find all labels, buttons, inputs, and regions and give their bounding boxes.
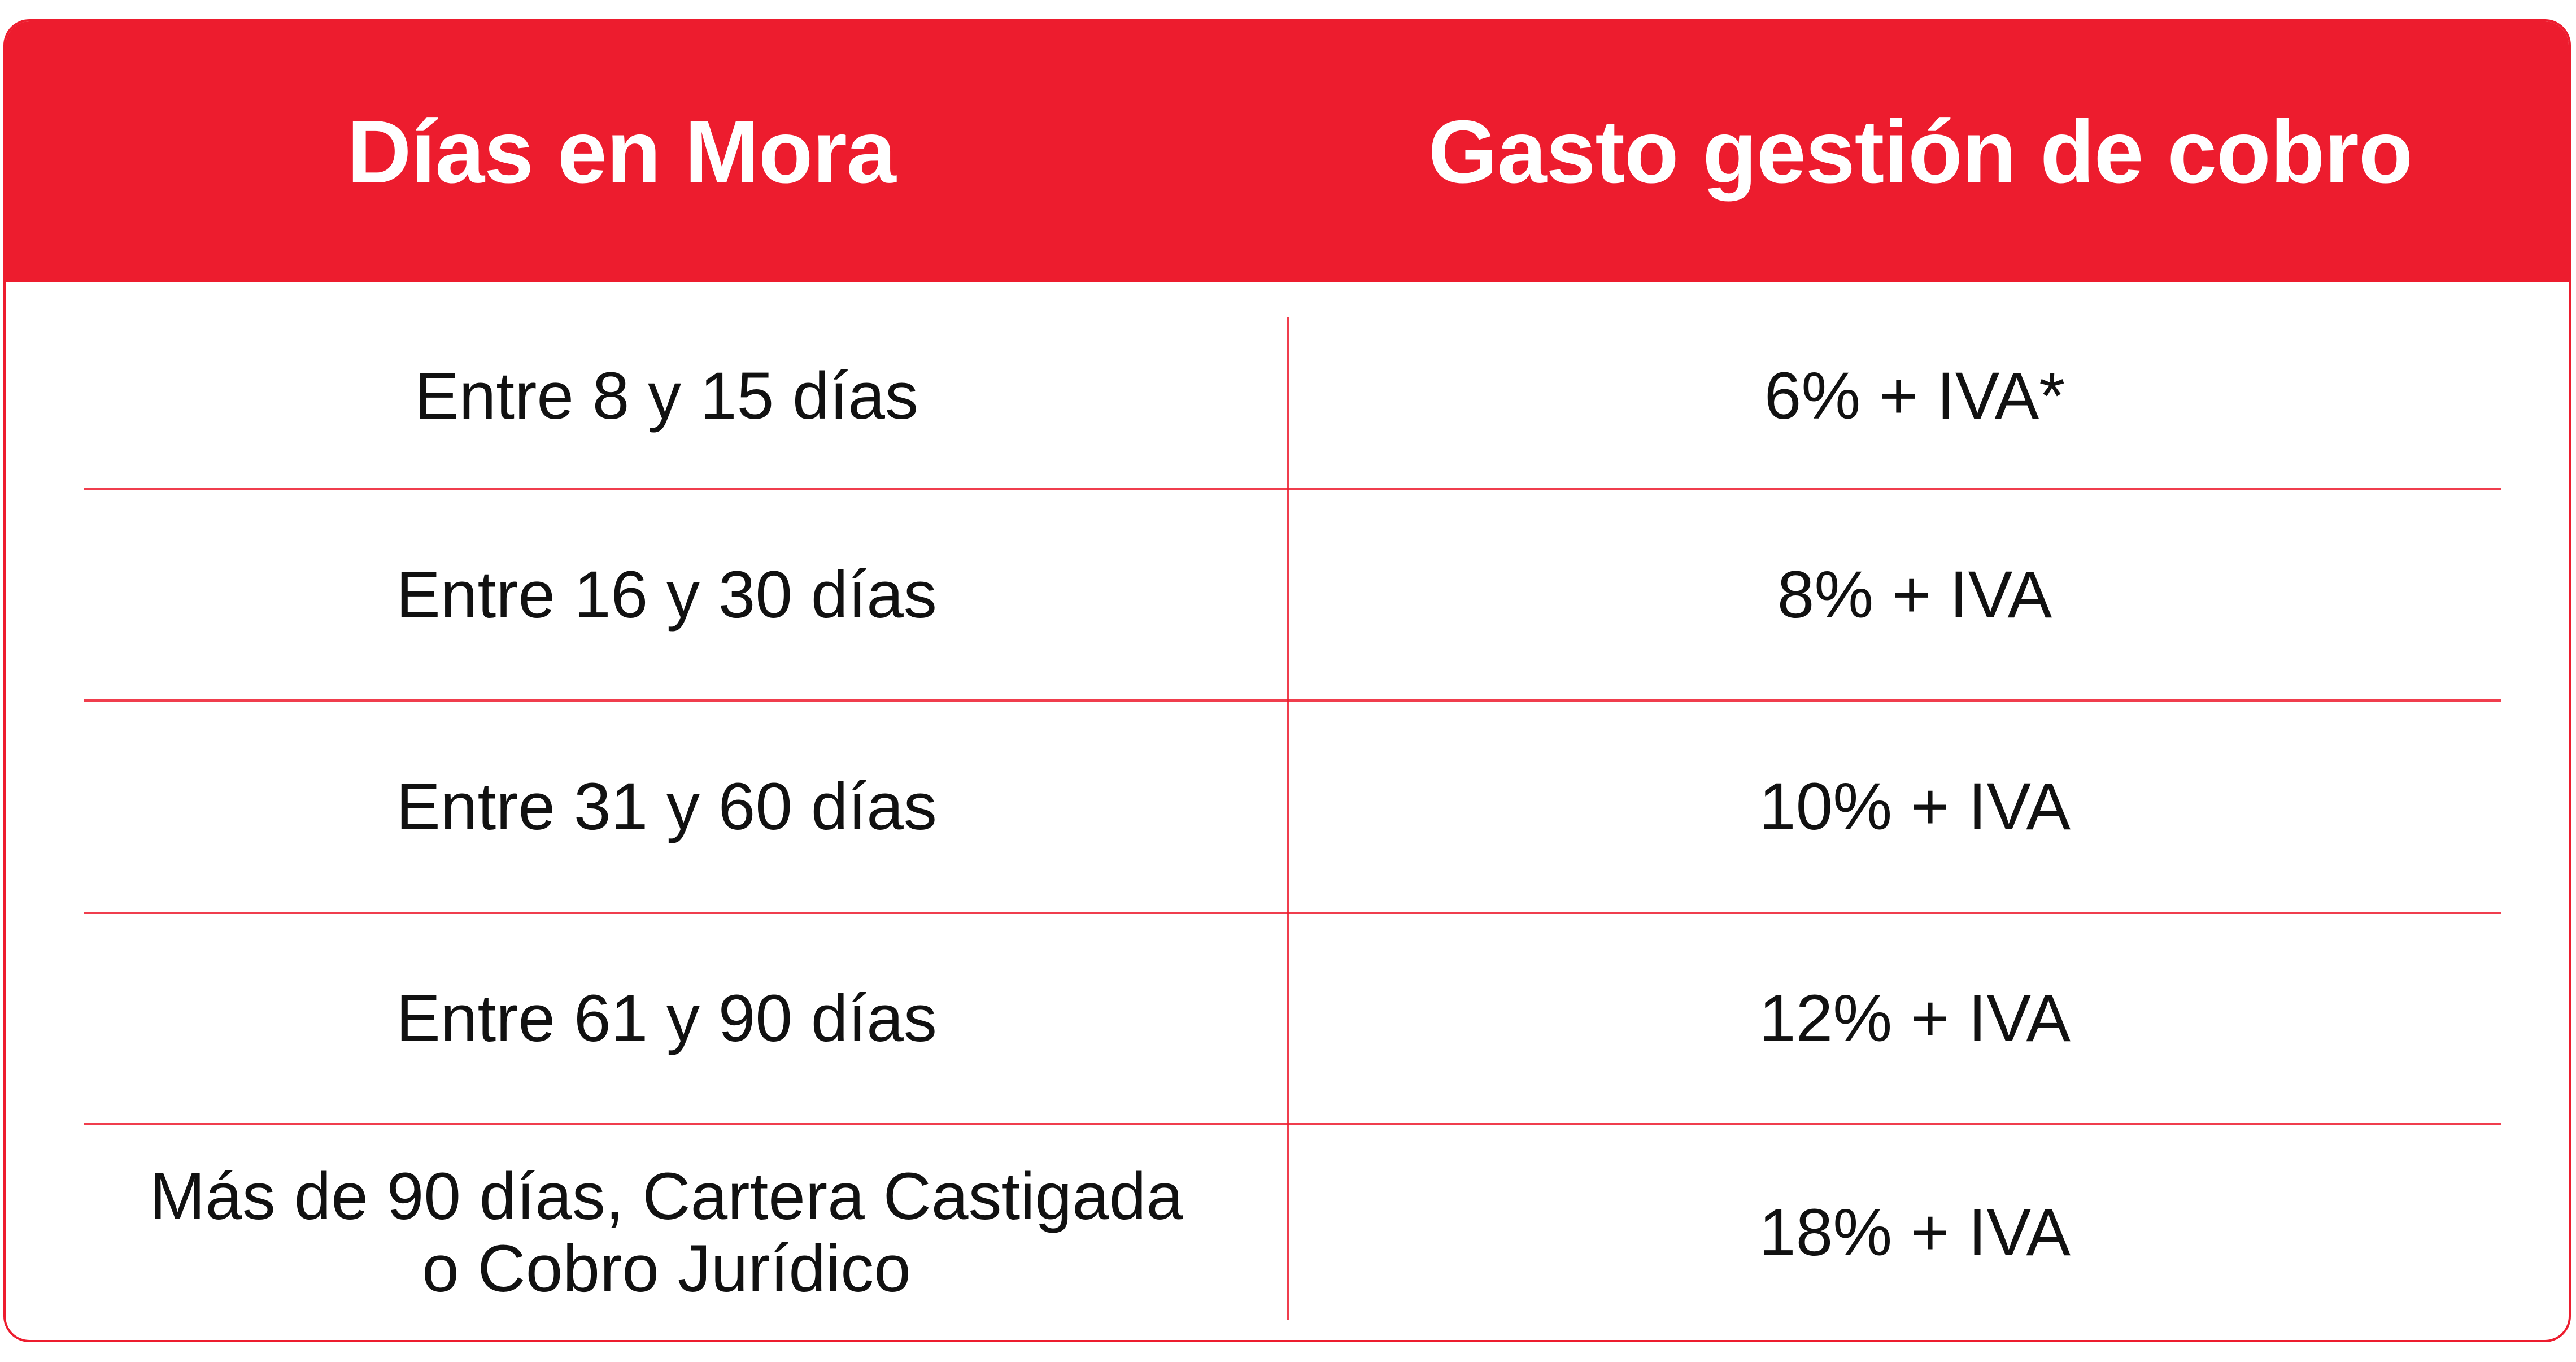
- row-divider: [84, 1123, 2501, 1125]
- table-row-fee: 10% + IVA: [1305, 702, 2525, 912]
- table-row-days: Más de 90 días, Cartera Castigada o Cobr…: [85, 1125, 1248, 1340]
- table-row-days: Entre 16 y 30 días: [85, 490, 1248, 699]
- table-header: Días en Mora Gasto gestión de cobro: [6, 21, 2569, 282]
- row-divider: [84, 912, 2501, 914]
- days-range-text: Entre 16 y 30 días: [396, 558, 937, 632]
- column-divider: [1287, 317, 1289, 1320]
- table-row-days: Entre 8 y 15 días: [85, 304, 1248, 488]
- row-divider: [84, 488, 2501, 490]
- table-row-fee: 8% + IVA: [1305, 490, 2525, 699]
- table-row-days: Entre 31 y 60 días: [85, 702, 1248, 912]
- fee-table-card: Días en Mora Gasto gestión de cobro Entr…: [3, 19, 2571, 1342]
- days-range-text-line1: Más de 90 días, Cartera Castigada: [150, 1159, 1183, 1234]
- days-range-text: Entre 31 y 60 días: [396, 769, 937, 844]
- fee-text: 6% + IVA*: [1764, 359, 2065, 433]
- table-row-fee: 6% + IVA*: [1305, 304, 2525, 488]
- fee-text: 18% + IVA: [1758, 1195, 2071, 1270]
- table-row-days: Entre 61 y 90 días: [85, 914, 1248, 1123]
- header-days-in-arrears: Días en Mora: [347, 102, 896, 202]
- days-range-text: Entre 8 y 15 días: [414, 359, 919, 433]
- fee-text: 12% + IVA: [1758, 981, 2071, 1056]
- days-range-text-line2: o Cobro Jurídico: [422, 1232, 911, 1306]
- table-row-fee: 18% + IVA: [1305, 1125, 2525, 1340]
- header-collection-fee: Gasto gestión de cobro: [1428, 102, 2413, 202]
- fee-text: 8% + IVA: [1777, 558, 2052, 632]
- row-divider: [84, 699, 2501, 702]
- table-row-fee: 12% + IVA: [1305, 914, 2525, 1123]
- days-range-text: Entre 61 y 90 días: [396, 981, 937, 1056]
- fee-text: 10% + IVA: [1758, 769, 2071, 844]
